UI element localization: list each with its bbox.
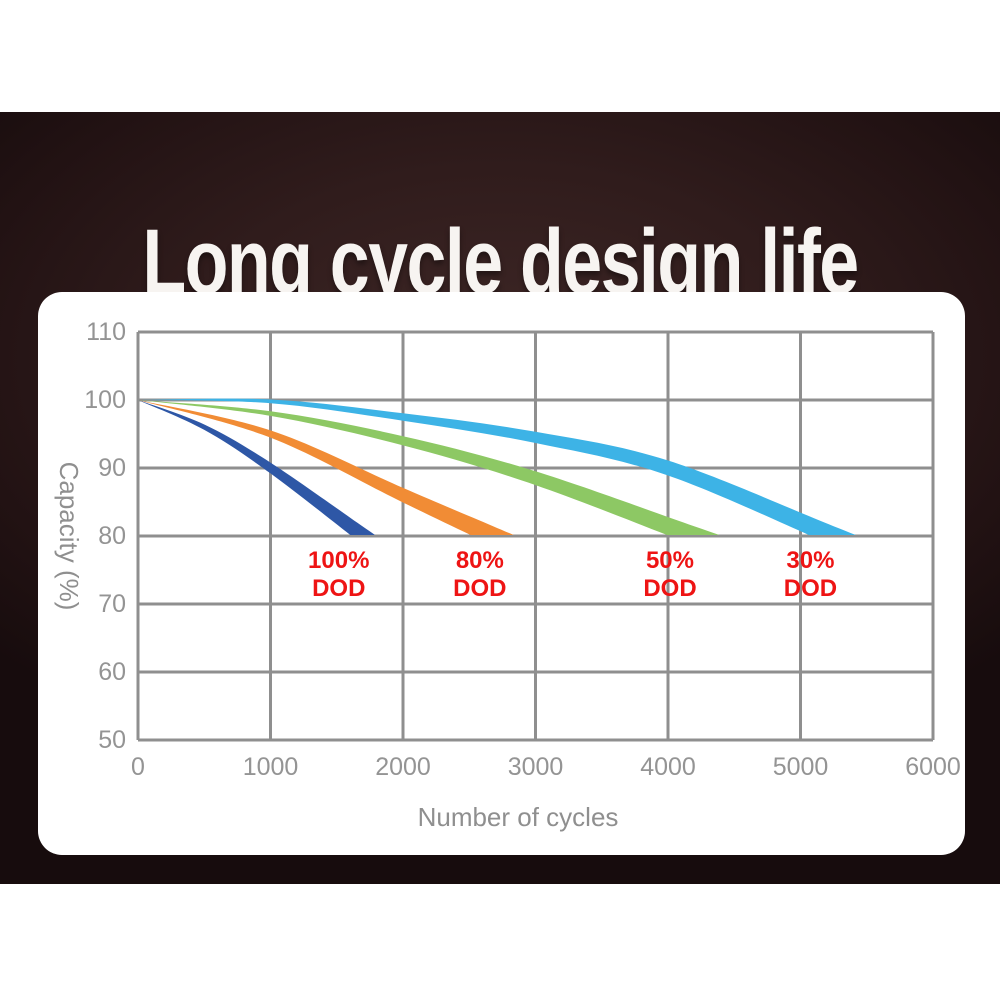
y-tick-label: 50 (98, 726, 126, 754)
y-tick-label: 100 (84, 386, 126, 414)
band-30-dod (138, 398, 856, 535)
y-tick-label: 110 (86, 318, 126, 346)
x-tick-label: 1000 (243, 753, 299, 781)
chart-panel: 0 1000 2000 3000 4000 5000 6000 110 100 90 80 70 60… (38, 292, 965, 855)
x-tick-label: 6000 (905, 753, 961, 781)
dod-label-line2: DOD (643, 575, 696, 602)
dod-label-line1: 50% (646, 547, 694, 574)
band-100-dod (138, 400, 375, 535)
x-tick-label: 4000 (640, 753, 696, 781)
grid-lines (136, 330, 935, 742)
y-axis-tick-labels: 110 100 90 80 70 60 50 (84, 318, 126, 754)
x-axis-title: Number of cycles (418, 802, 619, 832)
x-tick-label: 3000 (508, 753, 564, 781)
x-tick-label: 0 (131, 753, 145, 781)
dod-label-line1: 80% (456, 547, 504, 574)
y-tick-label: 60 (98, 658, 126, 686)
dod-label-line1: 100% (308, 547, 369, 574)
x-tick-label: 2000 (375, 753, 431, 781)
x-tick-label: 5000 (773, 753, 829, 781)
dod-label-line2: DOD (784, 575, 837, 602)
y-tick-label: 90 (98, 454, 126, 482)
series-bands (138, 398, 856, 535)
dod-label-line2: DOD (312, 575, 365, 602)
dod-label-line2: DOD (453, 575, 506, 602)
y-axis-title: Capacity (%) (54, 462, 84, 611)
cycle-life-chart: 0 1000 2000 3000 4000 5000 6000 110 100 90 80 70 60… (54, 318, 961, 832)
dod-label-line1: 30% (786, 547, 834, 574)
band-50-dod (138, 400, 720, 535)
y-tick-label: 80 (98, 522, 126, 550)
x-axis-tick-labels: 0 1000 2000 3000 4000 5000 6000 (131, 753, 961, 781)
y-tick-label: 70 (98, 590, 126, 618)
band-80-dod (138, 400, 514, 535)
